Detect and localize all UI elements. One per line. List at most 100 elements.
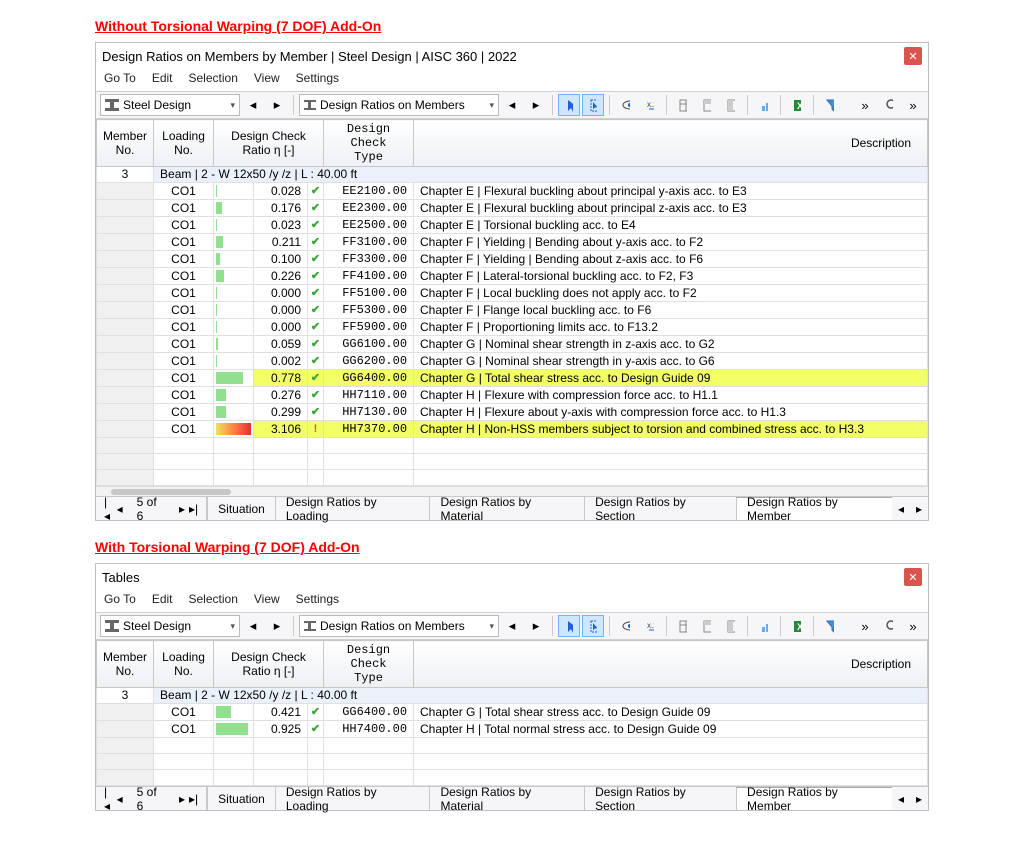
export-excel-icon[interactable]: X bbox=[786, 94, 808, 116]
prev-context-button[interactable]: ◂ bbox=[242, 615, 264, 637]
tab-situation[interactable]: Situation bbox=[207, 787, 275, 810]
result-row[interactable]: CO1 0.226 ✔ FF4100.00 Chapter F | Latera… bbox=[97, 268, 928, 285]
result-row[interactable]: CO1 0.925 ✔ HH7400.00 Chapter H | Total … bbox=[97, 721, 928, 738]
menu-settings[interactable]: Settings bbox=[296, 592, 339, 606]
nav-next-button[interactable]: ▸ bbox=[179, 792, 185, 806]
overflow-button-2[interactable]: » bbox=[902, 615, 924, 637]
table-icon-3[interactable] bbox=[720, 94, 742, 116]
context-dropdown-2[interactable]: Design Ratios on Members ▾ bbox=[299, 615, 499, 637]
result-row[interactable]: CO1 3.106 ! HH7370.00 Chapter H | Non-HS… bbox=[97, 421, 928, 438]
decimal-format-icon[interactable]: x.xx bbox=[639, 94, 661, 116]
select-arrow-icon[interactable] bbox=[558, 615, 580, 637]
table-icon-1[interactable] bbox=[672, 94, 694, 116]
result-row[interactable]: CO1 0.000 ✔ FF5300.00 Chapter F | Flange… bbox=[97, 302, 928, 319]
search-icon[interactable] bbox=[878, 94, 900, 116]
tab-scroll-right[interactable]: ▸ bbox=[910, 792, 928, 806]
result-row[interactable]: CO1 0.421 ✔ GG6400.00 Chapter G | Total … bbox=[97, 704, 928, 721]
tab-design ratios by material[interactable]: Design Ratios by Material bbox=[429, 787, 584, 810]
tab-scroll-left[interactable]: ◂ bbox=[892, 502, 910, 516]
filter-icon[interactable] bbox=[819, 94, 841, 116]
col-type[interactable]: Design CheckType bbox=[324, 120, 414, 167]
tab-design ratios by member[interactable]: Design Ratios by Member bbox=[736, 497, 892, 520]
select-window-icon[interactable] bbox=[582, 615, 604, 637]
context-dropdown-1[interactable]: Steel Design ▾ bbox=[100, 94, 240, 116]
tab-design ratios by material[interactable]: Design Ratios by Material bbox=[429, 497, 584, 520]
col-type[interactable]: Design CheckType bbox=[324, 641, 414, 688]
filter-icon[interactable] bbox=[819, 615, 841, 637]
eye-view-icon[interactable] bbox=[615, 94, 637, 116]
prev-context-button[interactable]: ◂ bbox=[242, 94, 264, 116]
prev-view-button[interactable]: ◂ bbox=[501, 615, 523, 637]
chart-icon[interactable] bbox=[753, 615, 775, 637]
tab-scroll-right[interactable]: ▸ bbox=[910, 502, 928, 516]
table-icon-3[interactable] bbox=[720, 615, 742, 637]
next-view-button[interactable]: ▸ bbox=[525, 615, 547, 637]
result-row[interactable]: CO1 0.176 ✔ EE2300.00 Chapter E | Flexur… bbox=[97, 200, 928, 217]
result-row[interactable]: CO1 0.023 ✔ EE2500.00 Chapter E | Torsio… bbox=[97, 217, 928, 234]
result-row[interactable]: CO1 0.000 ✔ FF5100.00 Chapter F | Local … bbox=[97, 285, 928, 302]
result-row[interactable]: CO1 0.059 ✔ GG6100.00 Chapter G | Nomina… bbox=[97, 336, 928, 353]
nav-next-button[interactable]: ▸ bbox=[179, 502, 185, 516]
h-scrollbar[interactable] bbox=[96, 486, 928, 496]
tab-scroll-left[interactable]: ◂ bbox=[892, 792, 910, 806]
search-icon[interactable] bbox=[878, 615, 900, 637]
menu-selection[interactable]: Selection bbox=[189, 592, 238, 606]
menu-goto[interactable]: Go To bbox=[104, 71, 136, 85]
table-icon-2[interactable] bbox=[696, 94, 718, 116]
overflow-button[interactable]: » bbox=[854, 615, 876, 637]
menu-edit[interactable]: Edit bbox=[152, 71, 173, 85]
col-desc[interactable]: Description bbox=[414, 641, 928, 688]
next-context-button[interactable]: ▸ bbox=[266, 615, 288, 637]
nav-last-button[interactable]: ▸| bbox=[189, 502, 198, 516]
close-button[interactable]: ✕ bbox=[904, 568, 922, 586]
result-row[interactable]: CO1 0.299 ✔ HH7130.00 Chapter H | Flexur… bbox=[97, 404, 928, 421]
col-ratio[interactable]: Design CheckRatio η [-] bbox=[214, 641, 324, 688]
tab-design ratios by section[interactable]: Design Ratios by Section bbox=[584, 497, 736, 520]
result-row[interactable]: CO1 0.778 ✔ GG6400.00 Chapter G | Total … bbox=[97, 370, 928, 387]
col-loading[interactable]: LoadingNo. bbox=[154, 641, 214, 688]
context-dropdown-2[interactable]: Design Ratios on Members ▾ bbox=[299, 94, 499, 116]
col-desc[interactable]: Description bbox=[414, 120, 928, 167]
tab-situation[interactable]: Situation bbox=[207, 497, 275, 520]
context-dropdown-1[interactable]: Steel Design ▾ bbox=[100, 615, 240, 637]
result-row[interactable]: CO1 0.028 ✔ EE2100.00 Chapter E | Flexur… bbox=[97, 183, 928, 200]
select-arrow-icon[interactable] bbox=[558, 94, 580, 116]
col-ratio[interactable]: Design CheckRatio η [-] bbox=[214, 120, 324, 167]
col-member[interactable]: MemberNo. bbox=[97, 641, 154, 688]
tab-design ratios by section[interactable]: Design Ratios by Section bbox=[584, 787, 736, 810]
table-icon-1[interactable] bbox=[672, 615, 694, 637]
close-button[interactable]: ✕ bbox=[904, 47, 922, 65]
menu-goto[interactable]: Go To bbox=[104, 592, 136, 606]
next-context-button[interactable]: ▸ bbox=[266, 94, 288, 116]
overflow-button-2[interactable]: » bbox=[902, 94, 924, 116]
col-loading[interactable]: LoadingNo. bbox=[154, 120, 214, 167]
prev-view-button[interactable]: ◂ bbox=[501, 94, 523, 116]
result-row[interactable]: CO1 0.100 ✔ FF3300.00 Chapter F | Yieldi… bbox=[97, 251, 928, 268]
select-window-icon[interactable] bbox=[582, 94, 604, 116]
eye-view-icon[interactable] bbox=[615, 615, 637, 637]
nav-prev-button[interactable]: ◂ bbox=[117, 792, 123, 806]
menu-view[interactable]: View bbox=[254, 592, 280, 606]
decimal-format-icon[interactable]: x.xx bbox=[639, 615, 661, 637]
export-excel-icon[interactable]: X bbox=[786, 615, 808, 637]
next-view-button[interactable]: ▸ bbox=[525, 94, 547, 116]
table-icon-2[interactable] bbox=[696, 615, 718, 637]
menu-selection[interactable]: Selection bbox=[189, 71, 238, 85]
result-row[interactable]: CO1 0.000 ✔ FF5900.00 Chapter F | Propor… bbox=[97, 319, 928, 336]
menu-edit[interactable]: Edit bbox=[152, 592, 173, 606]
menu-view[interactable]: View bbox=[254, 71, 280, 85]
nav-first-button[interactable]: |◂ bbox=[104, 495, 113, 523]
nav-last-button[interactable]: ▸| bbox=[189, 792, 198, 806]
result-row[interactable]: CO1 0.276 ✔ HH7110.00 Chapter H | Flexur… bbox=[97, 387, 928, 404]
nav-first-button[interactable]: |◂ bbox=[104, 785, 113, 813]
chart-icon[interactable] bbox=[753, 94, 775, 116]
tab-design ratios by loading[interactable]: Design Ratios by Loading bbox=[275, 787, 430, 810]
tab-design ratios by loading[interactable]: Design Ratios by Loading bbox=[275, 497, 430, 520]
menu-settings[interactable]: Settings bbox=[296, 71, 339, 85]
col-member[interactable]: MemberNo. bbox=[97, 120, 154, 167]
tab-design ratios by member[interactable]: Design Ratios by Member bbox=[736, 787, 892, 810]
nav-prev-button[interactable]: ◂ bbox=[117, 502, 123, 516]
result-row[interactable]: CO1 0.211 ✔ FF3100.00 Chapter F | Yieldi… bbox=[97, 234, 928, 251]
result-row[interactable]: CO1 0.002 ✔ GG6200.00 Chapter G | Nomina… bbox=[97, 353, 928, 370]
overflow-button[interactable]: » bbox=[854, 94, 876, 116]
